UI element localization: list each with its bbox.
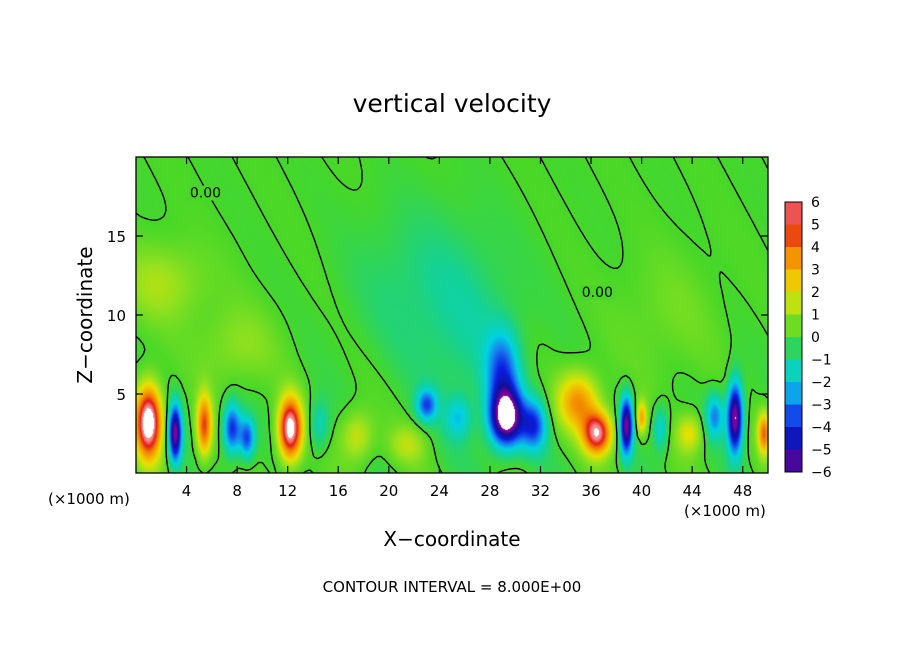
colorbar-tick-label: 3 bbox=[811, 263, 820, 279]
x-tick-label: 44 bbox=[683, 482, 702, 500]
contour-interval-note: CONTOUR INTERVAL = 8.000E+00 bbox=[323, 578, 582, 596]
colorbar-tick-label: 4 bbox=[811, 240, 820, 256]
colorbar-tick-label: −2 bbox=[811, 375, 832, 391]
x-unit-label-left: (×1000 m) bbox=[48, 490, 130, 508]
colorbar-swatch bbox=[785, 292, 802, 315]
colorbar-tick-label: 0 bbox=[811, 330, 820, 346]
x-tick-label: 28 bbox=[480, 482, 499, 500]
colorbar-swatch bbox=[785, 382, 802, 405]
y-axis-label: Z−coordinate bbox=[73, 246, 97, 383]
contour-label: 0.00 bbox=[190, 186, 221, 202]
colorbar-ticks: 6 5 4 3 2 1 0 −1 −2 −3 −4 −5 −6 bbox=[811, 195, 832, 481]
y-tick-label: 5 bbox=[116, 386, 126, 404]
heatmap-field bbox=[136, 157, 768, 473]
colorbar-swatch bbox=[785, 202, 802, 225]
colorbar bbox=[784, 201, 803, 473]
colorbar-tick-label: −5 bbox=[811, 443, 832, 459]
colorbar-tick-label: −3 bbox=[811, 398, 832, 414]
contour-label-bg bbox=[187, 185, 224, 201]
y-tick-label: 10 bbox=[107, 307, 126, 325]
colorbar-tick-label: −1 bbox=[811, 353, 832, 369]
colorbar-swatch bbox=[785, 337, 802, 360]
x-tick-label: 40 bbox=[632, 482, 651, 500]
colorbar-tick-label: 6 bbox=[811, 195, 820, 211]
x-tick-label: 36 bbox=[581, 482, 600, 500]
contour-label-bg bbox=[579, 285, 616, 301]
colorbar-swatch bbox=[785, 359, 802, 383]
contour-label: 0.00 bbox=[582, 285, 613, 301]
x-tick-label: 16 bbox=[329, 482, 348, 500]
y-axis: 5 10 15 bbox=[107, 228, 768, 404]
colorbar-tick-label: −6 bbox=[811, 465, 832, 481]
y-tick-label: 15 bbox=[107, 228, 126, 246]
colorbar-tick-label: −4 bbox=[811, 420, 832, 436]
zero-contour bbox=[136, 157, 768, 473]
x-axis-label: X−coordinate bbox=[383, 527, 520, 551]
contour-lines bbox=[136, 157, 768, 473]
x-tick-label: 12 bbox=[278, 482, 297, 500]
colorbar-swatch bbox=[785, 427, 802, 450]
colorbar-tick-label: 1 bbox=[811, 308, 820, 324]
x-axis: 4 8 12 16 20 24 28 32 36 40 44 48 bbox=[182, 157, 752, 500]
colorbar-tick-label: 5 bbox=[811, 218, 820, 234]
colorbar-swatch bbox=[785, 224, 802, 248]
x-tick-label: 20 bbox=[379, 482, 398, 500]
colorbar-swatch bbox=[785, 269, 802, 293]
x-tick-label: 24 bbox=[430, 482, 449, 500]
colorbar-swatch bbox=[785, 404, 802, 428]
chart-title: vertical velocity bbox=[353, 89, 552, 118]
contour-labels: 0.00 0.00 bbox=[187, 185, 616, 301]
colorbar-swatch bbox=[785, 314, 802, 338]
x-unit-label-right: (×1000 m) bbox=[684, 502, 766, 520]
colorbar-tick-label: 2 bbox=[811, 285, 820, 301]
x-tick-label: 8 bbox=[232, 482, 242, 500]
x-tick-label: 4 bbox=[182, 482, 192, 500]
colorbar-frame bbox=[784, 201, 803, 473]
colorbar-swatch bbox=[785, 247, 802, 270]
x-tick-label: 32 bbox=[531, 482, 550, 500]
x-tick-label: 48 bbox=[733, 482, 752, 500]
colorbar-swatch bbox=[785, 449, 802, 473]
